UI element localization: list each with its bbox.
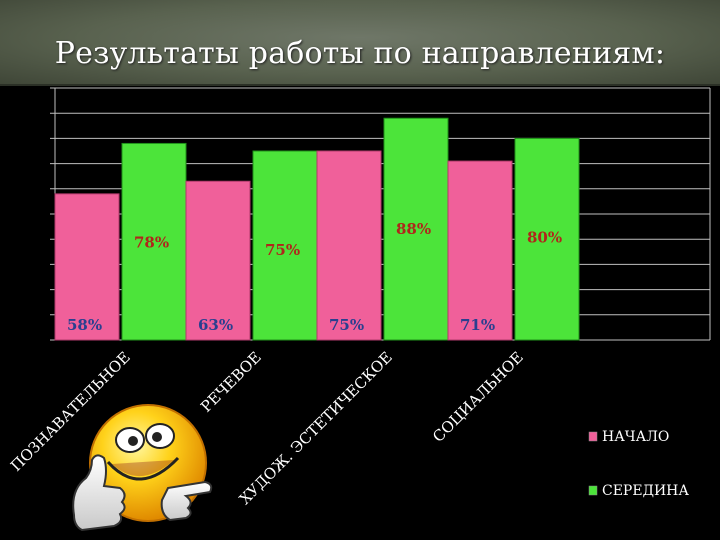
data-label: 88% xyxy=(396,220,431,238)
category-label: СОЦИАЛЬНОЕ xyxy=(429,348,527,446)
data-label: 78% xyxy=(134,233,169,251)
legend-swatch xyxy=(588,485,598,496)
data-label: 75% xyxy=(329,316,364,334)
data-label: 71% xyxy=(460,316,495,334)
slide-title: Результаты работы по направлениям: xyxy=(54,36,666,71)
legend-label: НАЧАЛО xyxy=(602,429,669,445)
data-label: 63% xyxy=(198,316,233,334)
bar-middle xyxy=(252,150,318,341)
bar-start xyxy=(447,160,513,341)
bar-middle xyxy=(383,117,449,341)
data-label: 75% xyxy=(265,241,300,259)
bar-start xyxy=(316,150,382,341)
chart-legend: НАЧАЛО СЕРЕДИНА xyxy=(588,429,689,499)
category-label: РЕЧЕВОЕ xyxy=(197,348,265,416)
chart-data-labels: 58% 78% 63% 75% 75% 88% 71% 80% xyxy=(67,220,562,334)
data-label: 80% xyxy=(527,228,562,246)
legend-swatch xyxy=(588,431,598,442)
bar-middle xyxy=(514,137,580,341)
legend-label: СЕРЕДИНА xyxy=(602,483,689,499)
slide-header: Результаты работы по направлениям: xyxy=(0,0,720,86)
bar-middle xyxy=(121,142,187,341)
bar-start xyxy=(185,180,251,341)
chart-bars xyxy=(54,117,580,341)
smiley-thumbs-up-icon xyxy=(72,404,213,532)
category-label: ХУДОЖ. ЭСТЕТИЧЕСКОЕ xyxy=(236,348,396,508)
data-label: 58% xyxy=(67,316,102,334)
bar-start xyxy=(54,193,120,341)
